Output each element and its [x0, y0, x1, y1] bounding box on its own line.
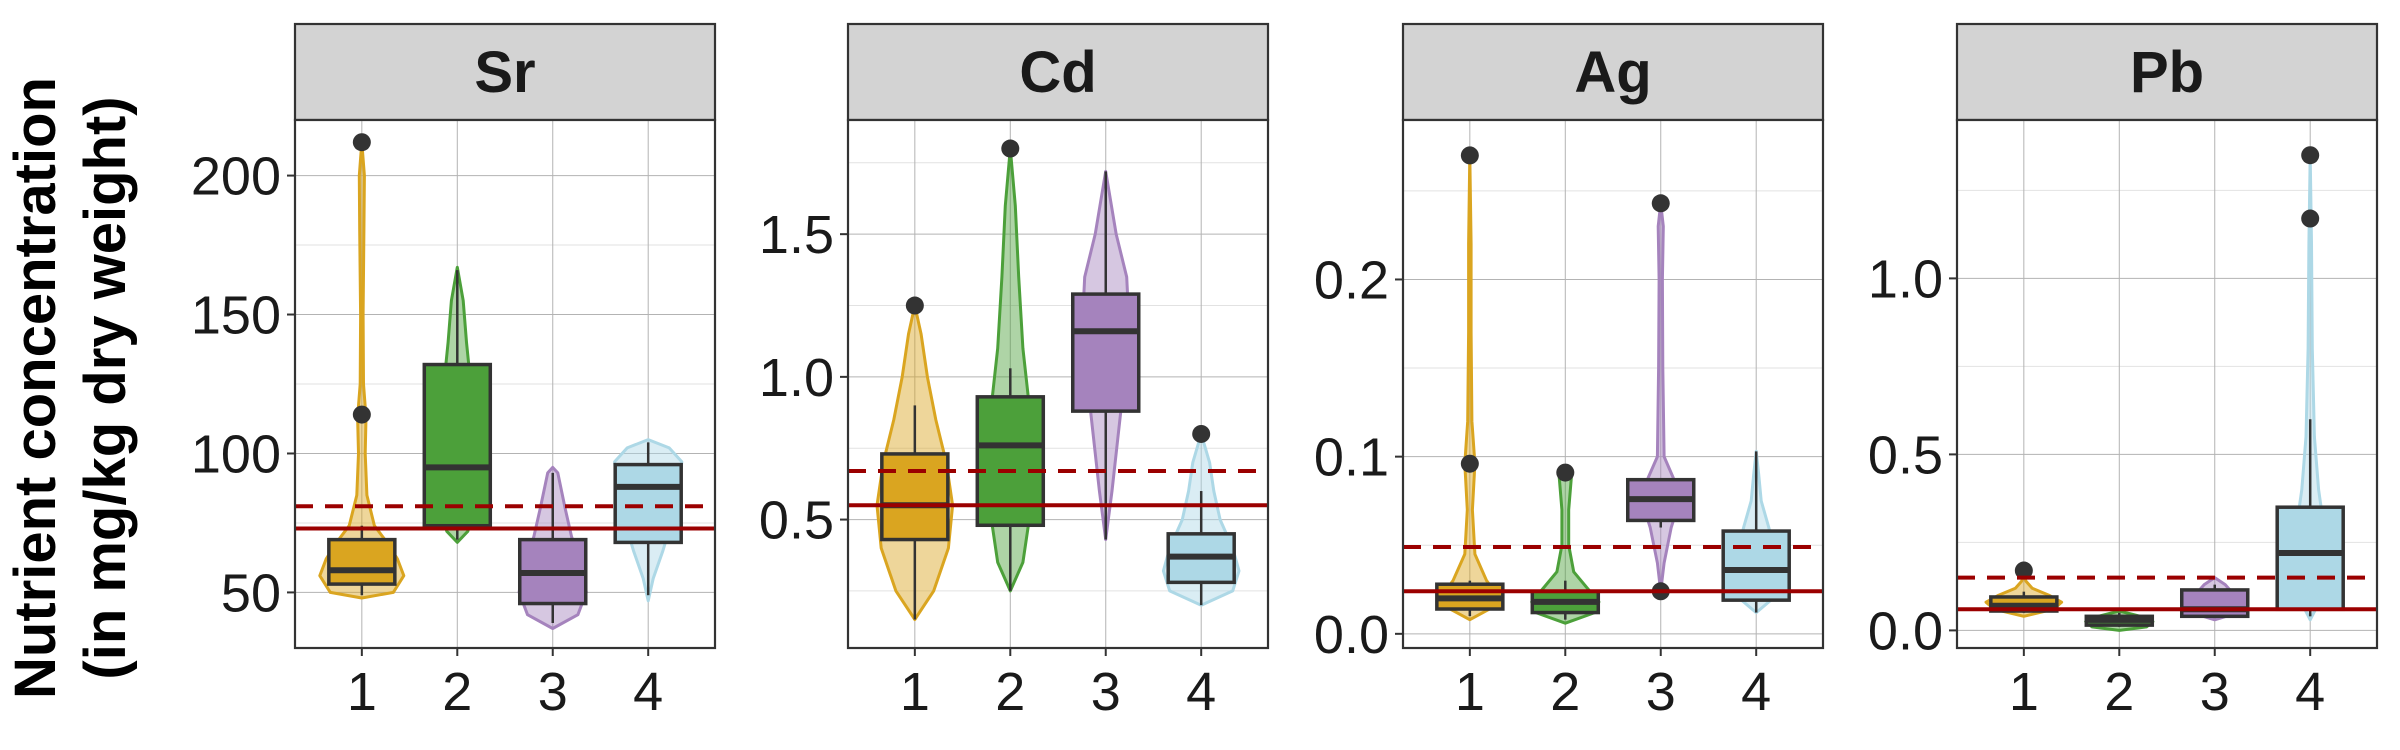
group-4 [1161, 424, 1241, 607]
outlier-point [2301, 146, 2320, 165]
outlier-point [1556, 463, 1575, 482]
x-tick-label: 1 [900, 662, 930, 722]
x-tick-label: 4 [1186, 662, 1216, 722]
y-tick-label: 100 [191, 424, 281, 484]
group-1 [1984, 561, 2064, 618]
panel-border [846, 118, 1270, 650]
x-tick-label: 3 [1091, 662, 1121, 722]
y-tick-label: 0.1 [1314, 428, 1389, 488]
facet-title: Cd [1019, 40, 1096, 105]
outlier-point [2301, 209, 2320, 228]
group-1 [318, 133, 406, 600]
facet-strip [1401, 22, 1825, 122]
outlier-point [1192, 424, 1211, 443]
group-3 [1070, 169, 1141, 541]
y-tick-label: 150 [191, 286, 281, 346]
x-tick-label: 2 [442, 662, 472, 722]
outlier-point [1460, 454, 1479, 473]
group-2 [422, 265, 493, 544]
y-tick-label: 0.5 [1868, 425, 1943, 485]
x-tick-label: 4 [2295, 662, 2325, 722]
x-tick-label: 3 [1646, 662, 1676, 722]
y-axis-label-line1: Nutrient concentration [3, 77, 68, 699]
group-3 [1625, 194, 1696, 601]
y-axis-label-line2: (in mg/kg dry weight) [73, 96, 138, 679]
group-4 [2275, 146, 2345, 622]
y-tick-label: 1.5 [759, 205, 834, 265]
y-tick-label: 1.0 [759, 348, 834, 408]
y-tick-label: 0.0 [1868, 601, 1943, 661]
facet-title: Pb [2130, 40, 2204, 105]
outlier-point [2014, 561, 2033, 580]
facet-strip [293, 22, 717, 122]
box [1070, 292, 1141, 413]
x-tick-label: 3 [538, 662, 568, 722]
x-tick-label: 2 [2104, 662, 2134, 722]
outlier-point [352, 405, 371, 424]
outlier-point [352, 133, 371, 152]
y-tick-label: 50 [221, 563, 281, 623]
facet-title: Ag [1574, 40, 1651, 105]
facet-strip [1955, 22, 2379, 122]
y-tick-label: 0.2 [1314, 250, 1389, 310]
x-tick-label: 1 [347, 662, 377, 722]
box [327, 537, 397, 586]
box [2275, 505, 2345, 612]
panel-border [1955, 118, 2379, 650]
x-tick-label: 1 [1455, 662, 1485, 722]
facet-panels: Sr 50 100 150 200 1 2 3 4 Cd 0.5 1.0 1.5 1 2 3 4 Ag 0.0 0.1… [191, 22, 2379, 722]
x-tick-label: 4 [1741, 662, 1771, 722]
panel-border [1401, 118, 1825, 650]
box [2179, 588, 2250, 619]
panel-border [293, 118, 717, 650]
facet-title: Sr [474, 40, 535, 105]
outlier-point [1651, 194, 1670, 213]
group-2 [2084, 609, 2155, 632]
y-tick-label: 200 [191, 147, 281, 207]
box [1721, 529, 1791, 602]
x-tick-label: 3 [2200, 662, 2230, 722]
outlier-point [905, 296, 924, 315]
box [613, 462, 683, 545]
facet-panel-sr: Sr 50 100 150 200 1 2 3 4 [191, 22, 717, 722]
x-tick-label: 2 [1550, 662, 1580, 722]
outlier-point [1001, 139, 1020, 158]
box [880, 452, 950, 542]
y-tick-label: 0.5 [759, 491, 834, 551]
box [422, 362, 493, 528]
group-4 [1721, 449, 1791, 615]
x-tick-label: 1 [2009, 662, 2039, 722]
outlier-point [1460, 146, 1479, 165]
facet-panel-ag: Ag 0.0 0.1 0.2 1 2 3 4 [1314, 22, 1825, 722]
facet-panel-pb: Pb 0.0 0.5 1.0 1 2 3 4 [1868, 22, 2379, 722]
facet-strip [846, 22, 1270, 122]
group-1 [1435, 146, 1505, 622]
x-tick-label: 4 [633, 662, 663, 722]
facet-panel-cd: Cd 0.5 1.0 1.5 1 2 3 4 [759, 22, 1270, 722]
x-tick-label: 2 [995, 662, 1025, 722]
y-tick-label: 1.0 [1868, 249, 1943, 309]
y-tick-label: 0.0 [1314, 605, 1389, 665]
